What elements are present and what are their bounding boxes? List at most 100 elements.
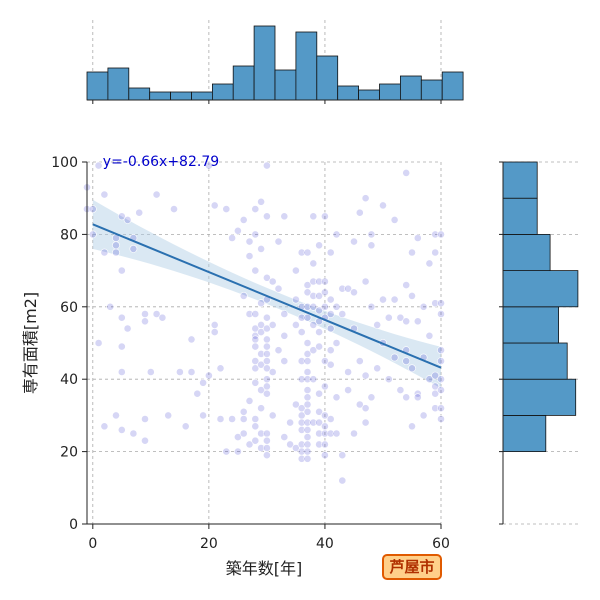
scatter-point — [257, 328, 265, 336]
scatter-point — [344, 368, 352, 376]
marginal-y-histogram — [502, 161, 579, 452]
scatter-point — [390, 295, 399, 304]
scatter-point — [326, 346, 335, 355]
scatter-points — [83, 161, 445, 485]
scatter-point — [268, 277, 277, 286]
scatter-point — [355, 400, 364, 409]
scatter-point — [251, 205, 260, 213]
scatter-point — [431, 371, 440, 380]
scatter-point — [199, 378, 207, 387]
scatter-point — [320, 440, 329, 449]
scatter-point — [210, 328, 219, 336]
scatter-point — [332, 302, 341, 311]
scatter-point — [309, 302, 318, 311]
scatter-point — [338, 476, 347, 485]
marginal-x-bar — [191, 91, 213, 101]
scatter-point — [402, 317, 411, 326]
scatter-point — [245, 396, 254, 405]
scatter-point — [129, 244, 138, 253]
y-axis-ticks: 0 20 40 60 80 100 — [51, 155, 87, 533]
scatter-point — [262, 389, 271, 398]
scatter-point — [379, 295, 387, 304]
main-grid — [87, 161, 442, 525]
marginal-x-bar — [253, 25, 276, 101]
scatter-point — [262, 357, 271, 365]
scatter-point — [309, 291, 318, 300]
scatter-point — [309, 418, 318, 427]
scatter-point — [164, 411, 173, 420]
scatter-point — [437, 230, 445, 239]
scatter-point — [303, 447, 312, 456]
scatter-point — [262, 161, 271, 170]
scatter-point — [361, 371, 370, 380]
scatter-point — [361, 404, 370, 413]
x-tick-label: 60 — [432, 536, 450, 552]
scatter-point — [320, 411, 329, 420]
scatter-point — [437, 310, 445, 318]
scatter-point — [297, 375, 306, 384]
marginal-x-bar — [149, 91, 171, 101]
scatter-point — [320, 288, 329, 297]
scatter-point — [199, 411, 207, 420]
scatter-point — [320, 429, 329, 438]
scatter-point — [309, 320, 318, 329]
scatter-point — [320, 382, 329, 391]
scatter-point — [204, 371, 213, 380]
scatter-point — [251, 364, 260, 373]
scatter-point — [152, 310, 161, 318]
scatter-point — [326, 295, 335, 304]
scatter-point — [425, 375, 434, 384]
scatter-point — [297, 313, 306, 322]
scatter-point — [257, 360, 265, 369]
scatter-point — [262, 313, 271, 322]
scatter-point — [94, 161, 103, 170]
scatter-point — [117, 313, 126, 322]
scatter-point — [170, 205, 178, 213]
scatter-point — [320, 422, 329, 431]
scatter-point — [315, 277, 323, 286]
scatter-point — [239, 429, 248, 438]
scatter-point — [303, 339, 312, 347]
scatter-point — [408, 248, 416, 257]
scatter-point — [373, 320, 382, 329]
scatter-point — [315, 291, 323, 300]
scatter-point — [367, 302, 376, 311]
scatter-point — [326, 415, 335, 423]
scatter-point — [251, 422, 260, 431]
scatter-point — [402, 168, 411, 177]
scatter-point — [303, 302, 312, 311]
scatter-point — [257, 404, 265, 413]
scatter-point — [100, 422, 109, 431]
scatter-point — [303, 313, 312, 322]
scatter-point — [367, 241, 376, 250]
scatter-point — [233, 433, 242, 441]
y-tick-label: 0 — [69, 517, 78, 533]
scatter-point — [123, 215, 132, 224]
scatter-point — [431, 230, 440, 239]
scatter-point — [152, 190, 161, 199]
scatter-point — [367, 230, 376, 239]
scatter-point — [431, 404, 440, 413]
scatter-point — [303, 248, 312, 257]
marginal-y-bar — [502, 306, 559, 344]
marginal-y-bar — [502, 161, 538, 199]
y-tick-label: 100 — [51, 155, 78, 171]
scatter-point — [315, 306, 323, 315]
scatter-point — [303, 407, 312, 416]
marginal-x-bar — [358, 89, 380, 101]
scatter-point — [286, 440, 294, 449]
scatter-point — [367, 393, 376, 402]
x-axis-label: 築年数[年] — [226, 559, 303, 578]
scatter-point — [280, 212, 289, 221]
scatter-point — [338, 451, 347, 460]
scatter-point — [245, 310, 254, 318]
scatter-point — [262, 342, 271, 351]
scatter-point — [431, 248, 440, 257]
scatter-point — [233, 226, 242, 235]
regression-line — [92, 223, 442, 369]
scatter-point — [210, 201, 219, 210]
scatter-point — [123, 324, 132, 333]
scatter-point — [274, 237, 283, 246]
scatter-point — [320, 451, 329, 460]
scatter-point — [320, 357, 329, 365]
